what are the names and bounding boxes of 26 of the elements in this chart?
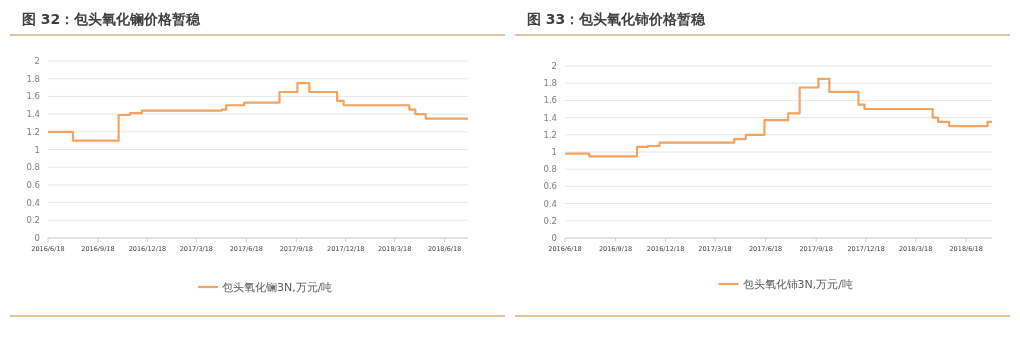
y-tick-label: 2 [551,61,557,71]
chart-title: 图 33：包头氧化铈价格暂稳 [527,11,707,27]
y-tick-label: 1 [551,147,557,157]
y-tick-label: 0.6 [543,181,557,192]
y-tick-label: 0.8 [543,164,557,175]
legend-label: 包头氧化铈3N,万元/吨 [742,278,853,291]
y-tick-label: 1.2 [543,129,557,140]
y-tick-label: 2 [34,56,40,66]
y-tick-label: 1 [34,144,40,155]
y-tick-label: 1.4 [26,109,40,120]
y-tick-label: 1.2 [26,126,40,137]
y-tick-label: 0 [34,233,40,243]
y-tick-label: 1.8 [543,78,557,89]
y-tick-label: 1.4 [543,112,557,123]
chart-title: 图 32：包头氧化镧价格暂稳 [22,11,202,27]
y-tick-label: 0.8 [26,162,40,173]
y-tick-label: 1.6 [543,95,557,106]
legend-label: 包头氧化镧3N,万元/吨 [222,281,333,294]
y-tick-label: 0.2 [26,215,40,226]
y-tick-label: 0.4 [26,197,40,208]
y-tick-label: 1.8 [26,73,40,84]
y-tick-label: 0.2 [543,215,557,226]
y-tick-label: 0 [551,233,557,243]
y-tick-label: 0.4 [543,198,557,209]
y-tick-label: 0.6 [26,179,40,190]
y-tick-label: 1.6 [26,91,40,102]
